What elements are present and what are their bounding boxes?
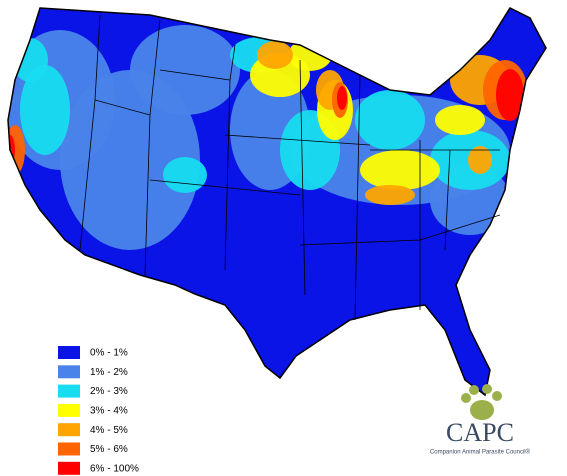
region [496, 69, 524, 121]
region [468, 146, 492, 174]
region [360, 150, 440, 190]
legend-label: 6% - 100% [90, 463, 139, 474]
region [60, 70, 200, 250]
region [257, 41, 293, 69]
legend-swatch [58, 346, 80, 359]
region [20, 65, 70, 155]
legend-swatch [58, 461, 80, 475]
legend-swatch [58, 384, 80, 398]
region [365, 185, 415, 205]
logo: CAPC Companion Animal Parasite Council® [430, 384, 531, 456]
legend-label: 5% - 6% [90, 444, 128, 455]
legend-label: 1% - 2% [90, 367, 128, 378]
region [163, 157, 207, 193]
region [355, 90, 425, 150]
legend-label: 3% - 4% [90, 406, 128, 417]
legend-swatch [58, 403, 80, 417]
legend-swatch [58, 365, 80, 379]
legend: 0% - 1% 1% - 2% 2% - 3% 3% - 4% 4% - 5% 5% - … [58, 346, 139, 475]
region [435, 105, 485, 135]
region [337, 86, 347, 110]
state-borders [79, 14, 501, 321]
legend-label: 4% - 5% [90, 425, 128, 436]
legend-label: 2% - 3% [90, 386, 128, 397]
legend-label: 0% - 1% [90, 348, 128, 359]
legend-swatch [58, 442, 80, 456]
paw-icon [461, 384, 502, 420]
region [130, 25, 240, 115]
logo-title: CAPC [446, 418, 514, 447]
legend-swatch [58, 423, 80, 437]
logo-subtitle: Companion Animal Parasite Council® [430, 449, 531, 456]
